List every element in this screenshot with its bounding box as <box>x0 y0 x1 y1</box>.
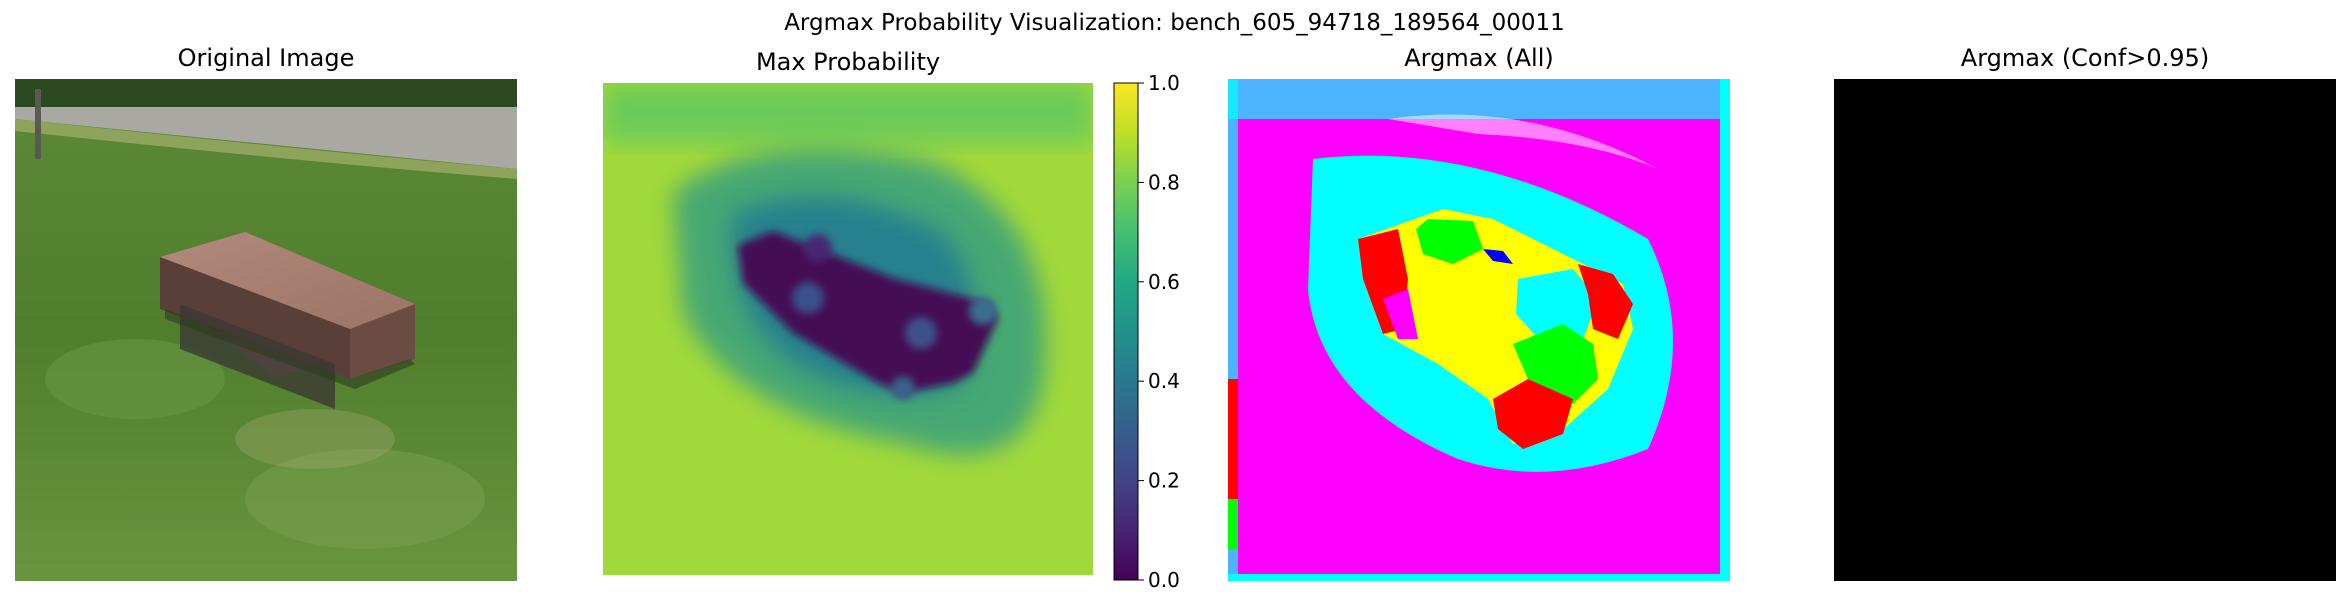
figure-suptitle: Argmax Probability Visualization: bench_… <box>784 10 1565 36</box>
colorbar: 0.0 0.2 0.4 0.6 0.8 1.0 <box>1113 71 1180 592</box>
panel-maxprob-title: Max Probability <box>755 48 941 76</box>
panel-original-title: Original Image <box>177 44 355 72</box>
colorbar-tick-label: 0.2 <box>1148 469 1180 493</box>
panel-argmax-all-title: Argmax (All) <box>1404 44 1554 72</box>
colorbar-tick-label: 0.8 <box>1148 170 1180 194</box>
colorbar-tick-label: 0.0 <box>1148 568 1180 592</box>
colorbar-tick-label: 0.4 <box>1148 369 1180 393</box>
colorbar-tick-label: 1.0 <box>1148 71 1180 95</box>
panel-argmax-all-map <box>1228 79 1730 581</box>
panel-argmax-conf-map <box>1834 79 2336 581</box>
panel-argmax-conf-title: Argmax (Conf>0.95) <box>1960 44 2210 72</box>
colorbar-tick-label: 0.6 <box>1148 270 1180 294</box>
panel-original-image <box>15 79 517 581</box>
panel-maxprob-heatmap <box>603 83 1093 575</box>
colorbar-gradient <box>1113 82 1139 581</box>
